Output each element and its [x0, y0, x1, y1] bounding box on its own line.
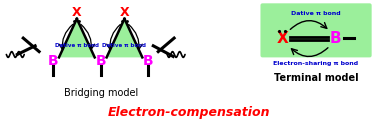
Text: Dative π bond: Dative π bond: [102, 43, 147, 48]
Text: X: X: [120, 7, 129, 19]
Text: X: X: [276, 31, 288, 46]
FancyBboxPatch shape: [260, 3, 372, 57]
Text: B: B: [48, 54, 58, 68]
Text: B: B: [143, 54, 153, 68]
Text: B: B: [95, 54, 106, 68]
Text: Dative π bond: Dative π bond: [55, 43, 99, 48]
Polygon shape: [107, 19, 143, 57]
Text: Dative π bond: Dative π bond: [291, 11, 341, 16]
Text: Terminal model: Terminal model: [274, 73, 358, 83]
Text: Bridging model: Bridging model: [64, 88, 138, 98]
Text: Electron-sharing π bond: Electron-sharing π bond: [274, 61, 359, 66]
Text: Electron-compensation: Electron-compensation: [108, 106, 270, 119]
Text: X: X: [72, 7, 82, 19]
Text: B: B: [330, 31, 342, 46]
Polygon shape: [59, 19, 95, 57]
